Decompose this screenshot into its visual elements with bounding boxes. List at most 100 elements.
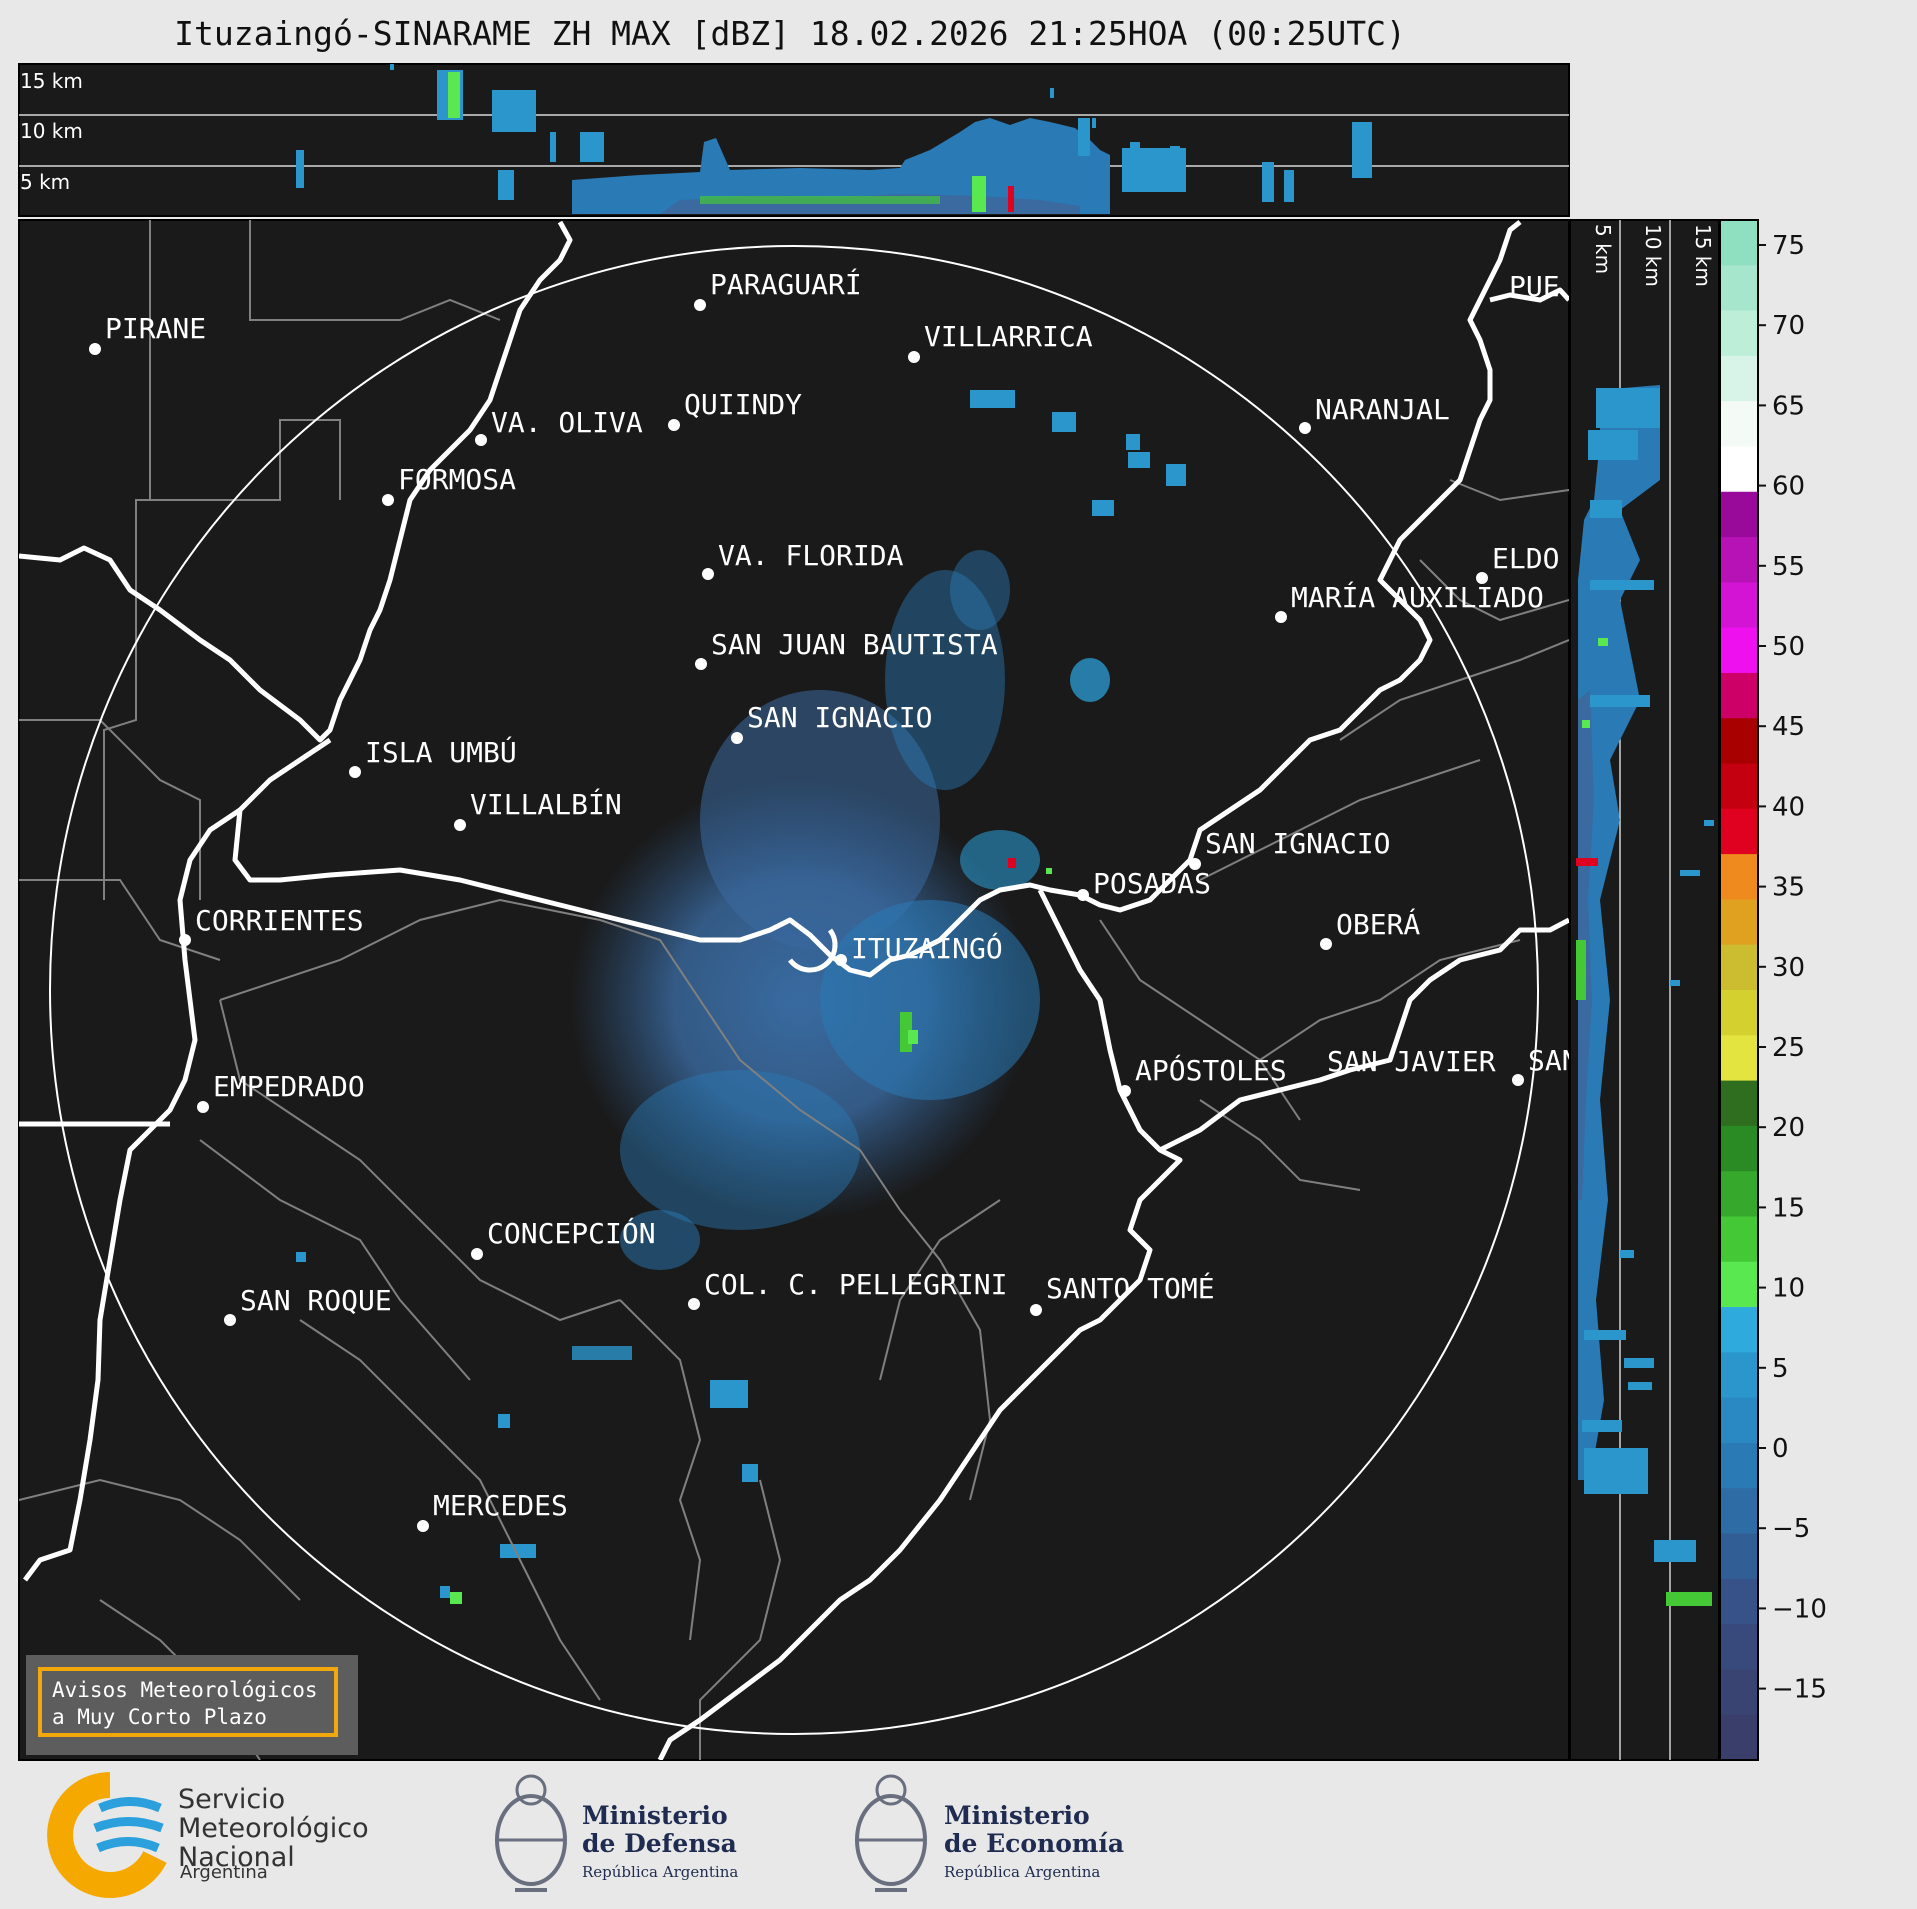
svg-text:POSADAS: POSADAS (1093, 867, 1211, 900)
top-height-profile: 15 km 10 km 5 km (18, 63, 1570, 217)
city-empedrado: EMPEDRADO (197, 1070, 365, 1113)
svg-text:VILLARRICA: VILLARRICA (924, 320, 1093, 353)
city-isla-umbu: ISLA UMBÚ (349, 735, 517, 778)
city-eldo: ELDO (1476, 542, 1559, 584)
colorbar-tick-label: −5 (1772, 1514, 1810, 1544)
colorbar-tick-label: 75 (1772, 231, 1805, 261)
colorbar-swatch (1720, 899, 1758, 946)
city-san-roque: SAN ROQUE (224, 1284, 392, 1326)
svg-text:PUE: PUE (1509, 270, 1560, 303)
colorbar-tick-label: 65 (1772, 391, 1805, 421)
colorbar-swatch (1720, 491, 1758, 538)
colorbar-swatch (1720, 944, 1758, 991)
colorbar-tick-label: 35 (1772, 873, 1805, 903)
svg-text:CORRIENTES: CORRIENTES (195, 904, 364, 937)
colorbar-swatch (1720, 310, 1758, 357)
svg-text:NARANJAL: NARANJAL (1315, 393, 1450, 426)
colorbar-swatch (1720, 537, 1758, 583)
colorbar-tick-label: 45 (1772, 712, 1805, 742)
colorbar-swatch (1720, 1669, 1758, 1716)
range-circle (49, 245, 1539, 1735)
right-profile-label-10km: 10 km (1641, 224, 1665, 287)
colorbar-tick-label: 15 (1772, 1193, 1805, 1223)
colorbar-tick-label: −10 (1772, 1594, 1827, 1624)
city-col-c-pellegrini: COL. C. PELLEGRINI (688, 1268, 1007, 1310)
warning-box[interactable]: Avisos Meteorológicos a Muy Corto Plazo (26, 1655, 358, 1755)
city-apostoles: APÓSTOLES (1119, 1053, 1287, 1097)
ministerio-defensa: Ministerio de Defensa República Argentin… (582, 1801, 739, 1882)
svg-text:OBERÁ: OBERÁ (1336, 907, 1420, 941)
svg-text:EMPEDRADO: EMPEDRADO (213, 1070, 365, 1103)
city-villalbin: VILLALBÍN (454, 787, 622, 831)
colorbar-swatch (1720, 1488, 1758, 1535)
city-formosa: FORMOSA (382, 463, 516, 506)
svg-text:SAN IGNACIO: SAN IGNACIO (1205, 827, 1390, 860)
colorbar-swatch (1720, 1714, 1758, 1761)
smn-logo-icon (47, 1772, 167, 1898)
city-ituzaingo: ITUZAINGÓ (835, 931, 1003, 966)
svg-text:MERCEDES: MERCEDES (433, 1489, 568, 1522)
right-profile-label-15km: 15 km (1691, 224, 1715, 287)
colorbar-swatch (1720, 1533, 1758, 1580)
colorbar-swatch (1720, 1578, 1758, 1625)
colorbar-tick-label: 55 (1772, 552, 1805, 582)
colorbar-swatch (1720, 718, 1758, 765)
city-san-juan-bautista: SAN JUAN BAUTISTA (695, 628, 998, 670)
svg-text:QUIINDY: QUIINDY (684, 388, 802, 421)
colorbar-tick-label: 25 (1772, 1033, 1805, 1063)
svg-text:COL. C. PELLEGRINI: COL. C. PELLEGRINI (704, 1268, 1007, 1301)
colorbar-swatch (1720, 763, 1758, 810)
svg-text:SANTO TOMÉ: SANTO TOMÉ (1046, 1271, 1215, 1305)
colorbar-swatch (1720, 1261, 1758, 1308)
svg-text:SAN IGNACIO: SAN IGNACIO (747, 701, 932, 734)
top-profile-label-15km: 15 km (20, 69, 83, 93)
colorbar-tick-label: 0 (1772, 1434, 1789, 1464)
colorbar-swatch (1720, 1216, 1758, 1263)
colorbar-tick-label: 5 (1772, 1354, 1789, 1384)
svg-text:ISLA UMBÚ: ISLA UMBÚ (365, 735, 517, 769)
escudo-defensa-icon (495, 1774, 567, 1892)
top-profile-label-10km: 10 km (20, 119, 83, 143)
svg-text:VA. FLORIDA: VA. FLORIDA (718, 539, 904, 572)
city-posadas: POSADAS (1077, 867, 1211, 901)
colorbar-swatch (1720, 446, 1758, 493)
colorbar-swatch (1720, 401, 1758, 447)
colorbar-swatch (1720, 1352, 1758, 1399)
svg-text:VILLALBÍN: VILLALBÍN (470, 787, 622, 821)
city-markers: PIRANE PARAGUARÍ VILLARRICA QUIINDY VA. … (89, 267, 1569, 1532)
colorbar-tick-label: 40 (1772, 792, 1805, 822)
colorbar-swatch (1720, 265, 1758, 312)
svg-text:SAN JAVIER: SAN JAVIER (1327, 1045, 1496, 1078)
warning-line2: a Muy Corto Plazo (52, 1705, 267, 1729)
rivers (19, 220, 1569, 1760)
svg-text:ITUZAINGÓ: ITUZAINGÓ (851, 931, 1003, 965)
city-maria-auxiliado: MARÍA AUXILIADO (1275, 580, 1544, 623)
city-san-ignacio-ar: SAN IGNACIO (1189, 827, 1390, 870)
city-paraguari: PARAGUARÍ (694, 267, 862, 311)
colorbar-tick-label: 50 (1772, 632, 1805, 662)
colorbar-swatch (1720, 1442, 1758, 1489)
svg-text:PARAGUARÍ: PARAGUARÍ (710, 267, 862, 301)
escudo-economia-icon (855, 1774, 927, 1892)
colorbar-tick-label: 20 (1772, 1113, 1805, 1143)
colorbar-swatch (1720, 808, 1758, 855)
city-va-oliva: VA. OLIVA (475, 406, 643, 446)
colorbar-swatches (1720, 220, 1758, 1761)
right-profile-label-5km: 5 km (1591, 224, 1615, 274)
colorbar-swatch (1720, 627, 1758, 674)
svg-text:VA. OLIVA: VA. OLIVA (491, 406, 643, 439)
colorbar-swatch (1720, 1080, 1758, 1127)
city-concepcion: CONCEPCIÓN (471, 1216, 656, 1260)
colorbar-swatch (1720, 854, 1758, 900)
svg-text:FORMOSA: FORMOSA (398, 463, 516, 496)
city-mercedes: MERCEDES (417, 1489, 568, 1532)
colorbar-swatch (1720, 1171, 1758, 1217)
city-villarrica: VILLARRICA (908, 320, 1093, 363)
svg-text:CONCEPCIÓN: CONCEPCIÓN (487, 1216, 656, 1250)
city-va-florida: VA. FLORIDA (702, 539, 904, 580)
colorbar-tick-label: −15 (1772, 1675, 1827, 1705)
city-santo-tome: SANTO TOMÉ (1030, 1271, 1215, 1316)
right-height-profile: 5 km 10 km 15 km (1569, 219, 1720, 1761)
